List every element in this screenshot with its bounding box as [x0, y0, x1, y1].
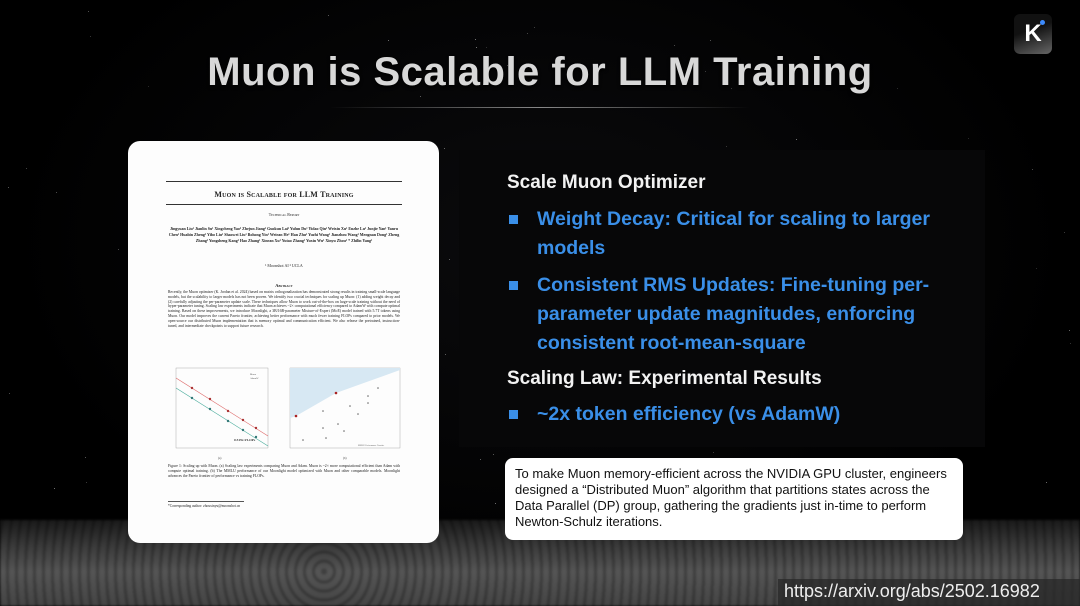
- paper-title: Muon is Scalable for LLM Training: [214, 190, 354, 199]
- fig-a-legend-adamw: AdamW: [250, 377, 259, 380]
- star: [147, 85, 149, 87]
- paper-preview: Muon is Scalable for LLM Training Techni…: [128, 141, 439, 543]
- star: [388, 40, 390, 42]
- paper-authors: Jingyuan Liu¹ Jianlin Su¹ Xingcheng Yao²…: [168, 226, 400, 243]
- star: [1064, 231, 1066, 233]
- star: [448, 258, 450, 260]
- star: [731, 87, 733, 89]
- star: [1036, 267, 1038, 269]
- star: [1045, 481, 1047, 483]
- star: [117, 248, 119, 250]
- fig-b-label: (b): [343, 456, 347, 460]
- star: [420, 95, 422, 97]
- star: [86, 481, 87, 483]
- slide-title: Muon is Scalable for LLM Training: [207, 50, 873, 94]
- star: [492, 453, 494, 455]
- star: [84, 457, 86, 458]
- bullet-token-efficiency: ~2x token efficiency (vs AdamW): [537, 403, 841, 425]
- distributed-muon-note: To make Muon memory-efficient across the…: [505, 458, 963, 540]
- star: [506, 65, 508, 67]
- star: [443, 147, 445, 149]
- kimi-logo: K: [1014, 14, 1052, 54]
- star: [725, 146, 727, 148]
- bullet-weight-decay: Weight Decay: Critical for scaling to la…: [537, 208, 930, 259]
- arxiv-url[interactable]: https://arxiv.org/abs/2502.16982: [778, 579, 1080, 606]
- figure-a: 0.519x FLOPs Muon AdamW (a): [175, 367, 269, 460]
- key-points-panel: Scale Muon Optimizer Weight Decay: Criti…: [459, 150, 985, 447]
- star: [705, 70, 707, 72]
- figure-b: MMLU Performance Frontier (b): [289, 367, 401, 460]
- paper-affiliations: ¹ Moonshot AI ² UCLA: [265, 263, 303, 268]
- star: [26, 168, 28, 170]
- adamw-line: [175, 377, 269, 437]
- paper-report-type: Technical Report: [268, 212, 300, 217]
- star: [527, 33, 529, 35]
- star: [1031, 168, 1033, 170]
- logo-letter: K: [1024, 20, 1042, 47]
- star: [1069, 342, 1071, 344]
- star: [328, 15, 330, 17]
- star: [7, 187, 9, 189]
- corresponding-author: *Corresponding author: zhouxinyu@moonsho…: [168, 501, 244, 508]
- fig-a-label: (a): [218, 456, 221, 460]
- abstract-text: Recently, the Muon optimizer (K. Jordan …: [168, 290, 400, 328]
- heading-scaling-law: Scaling Law: Experimental Results: [507, 368, 822, 389]
- fig-b-legend: MMLU Performance Frontier: [358, 444, 384, 447]
- star: [896, 87, 898, 89]
- star: [89, 35, 91, 37]
- abstract-heading: Abstract: [275, 283, 293, 288]
- star: [476, 46, 478, 48]
- figure-caption: Figure 1: Scaling up with Muon. (a) Scal…: [168, 464, 400, 478]
- fig-a-annotation: 0.519x FLOPs: [234, 438, 256, 442]
- star: [479, 458, 481, 460]
- bullet-square-icon: [509, 281, 518, 290]
- star: [55, 191, 57, 193]
- paper-figure: 0.519x FLOPs Muon AdamW (a) MMLU Perform…: [175, 367, 401, 460]
- star: [1069, 330, 1071, 332]
- star: [495, 502, 497, 504]
- star: [710, 39, 712, 41]
- star: [673, 44, 675, 46]
- paper-top-rule: [166, 181, 402, 182]
- star: [796, 138, 798, 140]
- fig-a-legend-muon: Muon: [250, 373, 257, 376]
- paper-bottom-rule: [166, 204, 402, 205]
- star: [9, 393, 11, 395]
- star: [486, 46, 488, 48]
- heading-scale-muon: Scale Muon Optimizer: [507, 172, 706, 193]
- star: [967, 137, 969, 139]
- bullet-square-icon: [509, 215, 518, 224]
- star: [88, 10, 90, 12]
- star: [713, 452, 715, 454]
- logo-dot-icon: [1040, 20, 1045, 25]
- title-divider: [330, 107, 750, 108]
- bullet-consistent-rms: Consistent RMS Updates: Fine-tuning per-…: [537, 274, 930, 354]
- star: [533, 27, 535, 29]
- bullet-square-icon: [509, 410, 518, 419]
- star: [54, 488, 56, 490]
- star: [445, 354, 447, 356]
